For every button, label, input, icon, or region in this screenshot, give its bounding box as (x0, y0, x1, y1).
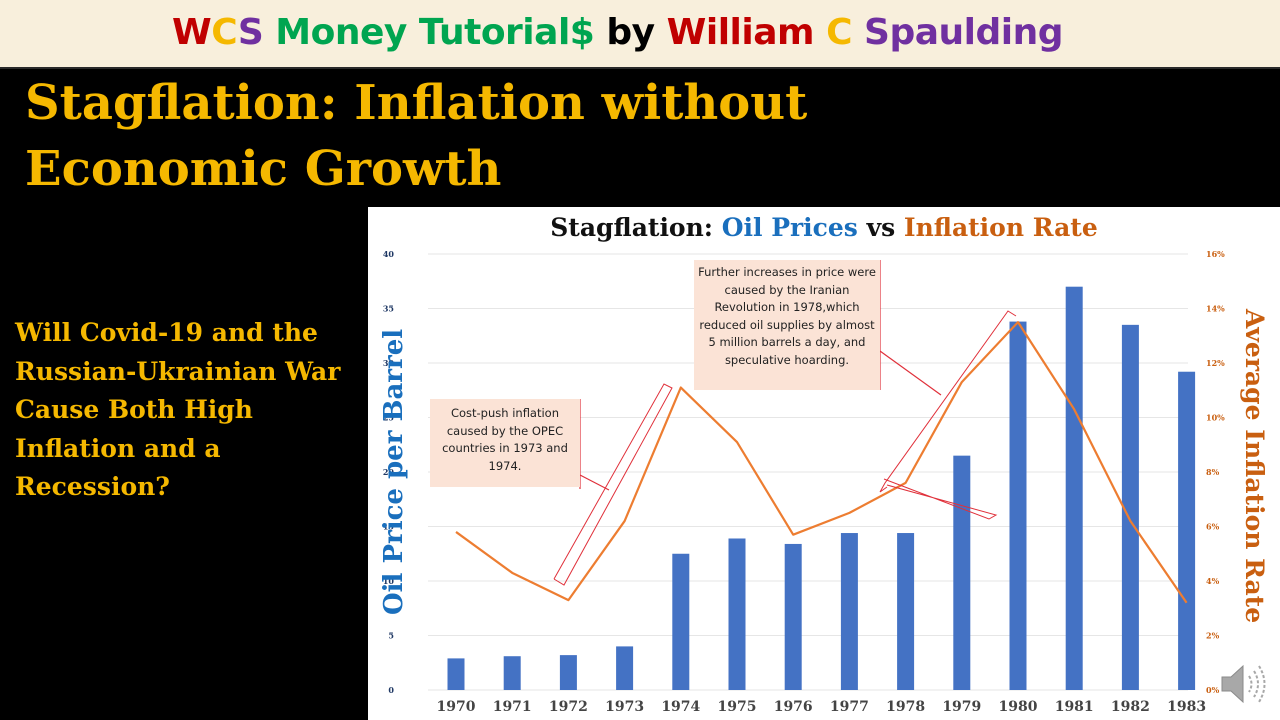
oil-price-bar (1065, 286, 1083, 690)
x-axis-label: 1975 (718, 699, 757, 715)
left-axis-title: Oil Price per Barrel (379, 329, 409, 615)
bracket-1973-1974 (553, 383, 673, 586)
oil-price-bar (897, 533, 915, 690)
x-axis-label: 1983 (1167, 699, 1206, 715)
oil-price-bar (672, 553, 690, 690)
header-banner: WCS Money Tutorial$ by William C Spauldi… (0, 0, 1280, 69)
right-axis-tick: 8% (1206, 467, 1220, 477)
right-axis-tick: 2% (1206, 631, 1220, 641)
inflation-line (455, 321, 1188, 604)
banner-part: W (172, 12, 212, 53)
oil-price-bar (616, 646, 634, 690)
left-axis-tick: 0 (388, 685, 394, 695)
right-axis-tick: 14% (1206, 304, 1225, 314)
left-axis-tick: 15 (383, 522, 394, 532)
left-axis-tick: 10 (383, 576, 395, 586)
chart-title-prefix: Stagflation: (550, 213, 722, 242)
left-axis-tick: 35 (383, 304, 394, 314)
chart-canvas: 0 5 10 15 20 25 30 35 40 0% 2% 4% 6% 8% 10% 12% 14% 16% 19… (379, 249, 1269, 715)
oil-price-bar (503, 656, 521, 690)
right-axis-tick: 16% (1206, 249, 1225, 259)
right-axis-title: Average Inflation Rate (1240, 308, 1269, 623)
x-axis-label: 1977 (830, 699, 869, 715)
x-axis-label: 1972 (549, 699, 588, 715)
x-axis-label: 1982 (1111, 699, 1150, 715)
bracket-rise (879, 310, 1017, 493)
x-axis-label: 1973 (605, 699, 644, 715)
x-axis-label: 1971 (493, 699, 532, 715)
oil-price-bar (559, 655, 577, 690)
x-axis-label: 1979 (942, 699, 981, 715)
callout-pointer-iran (879, 350, 942, 396)
right-axis-tick: 0% (1206, 685, 1220, 695)
oil-price-bar (1121, 324, 1139, 690)
oil-price-bar (1009, 321, 1027, 690)
oil-price-bar (728, 538, 746, 690)
chart: 0 5 10 15 20 25 30 35 40 0% 2% 4% 6% 8% 10% 12% 14% 16% 19… (368, 207, 1280, 720)
banner-part: William (666, 12, 827, 53)
right-axis-tick: 4% (1206, 576, 1220, 586)
right-axis-tick: 12% (1206, 358, 1225, 368)
left-axis-tick: 25 (383, 413, 394, 423)
annotation-opec: Cost-push inflation caused by the OPEC c… (430, 399, 580, 487)
chart-title: Stagflation: Oil Prices vs Inflation Rat… (368, 213, 1280, 242)
oil-price-bar (953, 455, 971, 690)
right-axis-tick: 10% (1206, 413, 1225, 423)
oil-price-bar (784, 543, 802, 690)
left-axis-tick: 5 (388, 631, 394, 641)
banner-part: Money Tutorial$ (275, 12, 607, 53)
x-axis-label: 1981 (1055, 699, 1094, 715)
banner-part: by (606, 12, 667, 53)
channel-title: WCS Money Tutorial$ by William C Spauldi… (172, 12, 1063, 53)
x-axis-label: 1980 (999, 699, 1038, 715)
x-axis-label: 1976 (774, 699, 813, 715)
chart-title-vs: vs (857, 213, 904, 242)
x-axis-label: 1970 (437, 699, 476, 715)
x-axis-label: 1978 (886, 699, 925, 715)
banner-part: C (211, 12, 238, 53)
left-axis-tick: 40 (383, 249, 395, 259)
right-axis-tick: 6% (1206, 522, 1220, 532)
annotation-iran: Further increases in price were caused b… (694, 260, 880, 390)
callout-pointer-opec (579, 474, 610, 491)
oil-price-bar (447, 658, 465, 690)
banner-part: Spaulding (864, 12, 1063, 53)
x-axis-label: 1974 (661, 699, 700, 715)
slide-title: Stagflation: Inflation without Economic … (25, 75, 808, 197)
chart-title-inflation: Inflation Rate (903, 213, 1098, 242)
slide-question: Will Covid-19 and the Russian-Ukrainian … (15, 318, 341, 501)
left-axis-tick: 30 (383, 358, 395, 368)
oil-price-bar (840, 533, 858, 690)
banner-part: C (826, 12, 865, 53)
left-axis-tick: 20 (383, 467, 395, 477)
bracket-1978-1980 (883, 478, 998, 520)
chart-title-oil: Oil Prices (721, 213, 858, 242)
oil-price-bar (1178, 371, 1196, 690)
speaker-icon[interactable] (1218, 662, 1274, 706)
banner-part: S (237, 12, 276, 53)
